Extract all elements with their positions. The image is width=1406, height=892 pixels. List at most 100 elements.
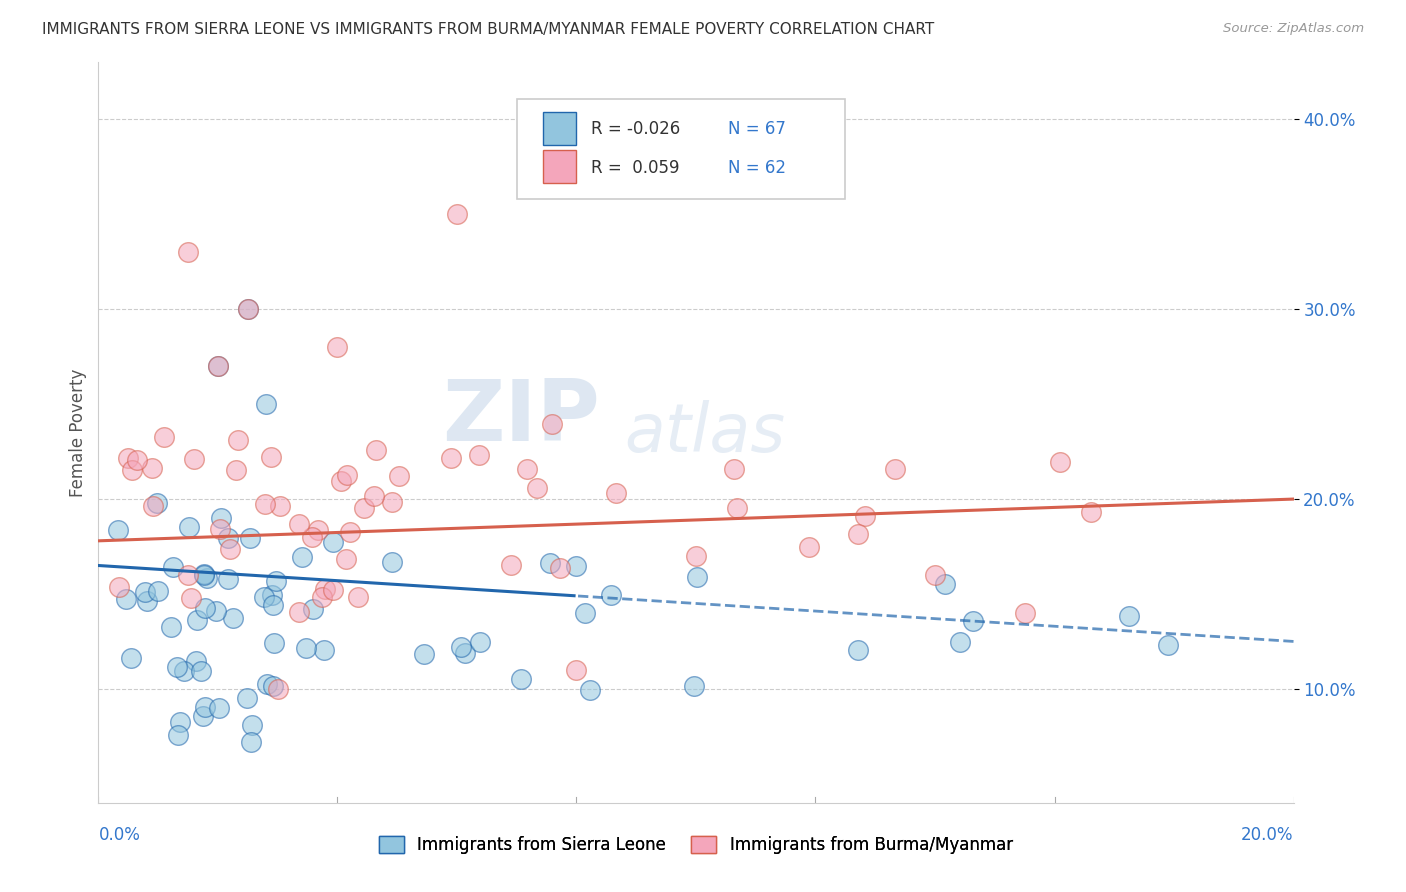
- Point: [177, 245, 200, 260]
- Point: [134, 584, 156, 599]
- Point: [194, 699, 217, 714]
- Point: [548, 560, 571, 574]
- Point: [193, 567, 215, 582]
- Point: [239, 531, 262, 545]
- Point: [115, 592, 138, 607]
- Point: [142, 500, 165, 514]
- Point: [510, 672, 533, 686]
- Text: 0.0%: 0.0%: [98, 826, 141, 844]
- Point: [605, 485, 627, 500]
- Point: [184, 654, 207, 668]
- Point: [363, 489, 385, 503]
- Point: [381, 495, 404, 509]
- Point: [167, 728, 190, 742]
- Point: [335, 552, 357, 566]
- Point: [924, 568, 946, 582]
- Point: [194, 601, 217, 615]
- Point: [853, 509, 876, 524]
- Point: [190, 664, 212, 678]
- Point: [846, 526, 869, 541]
- Point: [256, 677, 278, 691]
- Point: [208, 522, 231, 536]
- Point: [364, 442, 387, 457]
- Point: [254, 397, 277, 411]
- Point: [169, 715, 191, 730]
- Point: [107, 523, 129, 537]
- Point: [177, 520, 200, 534]
- Point: [191, 709, 214, 723]
- Point: [565, 559, 588, 574]
- Point: [683, 679, 706, 693]
- FancyBboxPatch shape: [517, 99, 845, 200]
- Point: [120, 650, 142, 665]
- Point: [322, 535, 344, 549]
- Text: R =  0.059: R = 0.059: [591, 159, 679, 177]
- Point: [173, 664, 195, 678]
- Point: [526, 481, 548, 495]
- Point: [347, 590, 370, 604]
- Point: [288, 605, 311, 619]
- Point: [501, 558, 523, 572]
- Legend: Immigrants from Sierra Leone, Immigrants from Burma/Myanmar: Immigrants from Sierra Leone, Immigrants…: [373, 830, 1019, 861]
- Point: [307, 523, 329, 537]
- Text: R = -0.026: R = -0.026: [591, 120, 681, 138]
- Point: [222, 610, 245, 624]
- Point: [725, 501, 748, 516]
- Point: [205, 604, 228, 618]
- Point: [146, 584, 169, 599]
- Point: [236, 690, 259, 705]
- Point: [412, 647, 434, 661]
- Point: [541, 417, 564, 431]
- Point: [160, 620, 183, 634]
- Point: [295, 640, 318, 655]
- Point: [135, 594, 157, 608]
- Point: [336, 467, 359, 482]
- Bar: [543, 112, 576, 145]
- Point: [516, 461, 538, 475]
- Point: [962, 614, 984, 628]
- Point: [121, 463, 143, 477]
- Point: [685, 549, 707, 563]
- Point: [262, 588, 284, 602]
- Point: [180, 591, 202, 605]
- Point: [193, 568, 215, 582]
- Point: [253, 497, 276, 511]
- Point: [322, 582, 344, 597]
- Point: [291, 550, 314, 565]
- Point: [117, 451, 139, 466]
- Point: [883, 462, 905, 476]
- Point: [797, 541, 820, 555]
- Point: [183, 451, 205, 466]
- Point: [236, 302, 259, 317]
- Point: [217, 572, 239, 586]
- Text: 20.0%: 20.0%: [1241, 826, 1294, 844]
- Y-axis label: Female Poverty: Female Poverty: [69, 368, 87, 497]
- Point: [208, 701, 231, 715]
- Point: [263, 636, 285, 650]
- Point: [579, 682, 602, 697]
- Text: Source: ZipAtlas.com: Source: ZipAtlas.com: [1223, 22, 1364, 36]
- Point: [1157, 639, 1180, 653]
- Point: [565, 663, 588, 677]
- Point: [538, 556, 561, 570]
- Point: [217, 531, 239, 545]
- Point: [301, 602, 323, 616]
- Point: [240, 718, 263, 732]
- Point: [440, 451, 463, 466]
- Point: [260, 450, 283, 464]
- Text: IMMIGRANTS FROM SIERRA LEONE VS IMMIGRANTS FROM BURMA/MYANMAR FEMALE POVERTY COR: IMMIGRANTS FROM SIERRA LEONE VS IMMIGRAN…: [42, 22, 935, 37]
- Point: [599, 588, 621, 602]
- Point: [381, 555, 404, 569]
- Point: [1014, 606, 1036, 620]
- Point: [723, 462, 745, 476]
- Point: [141, 460, 163, 475]
- Point: [177, 567, 200, 582]
- Point: [269, 499, 291, 513]
- Point: [339, 525, 361, 540]
- Point: [195, 571, 218, 585]
- Point: [207, 359, 229, 374]
- Point: [388, 468, 411, 483]
- Point: [186, 613, 208, 627]
- Point: [125, 452, 148, 467]
- Point: [314, 582, 336, 596]
